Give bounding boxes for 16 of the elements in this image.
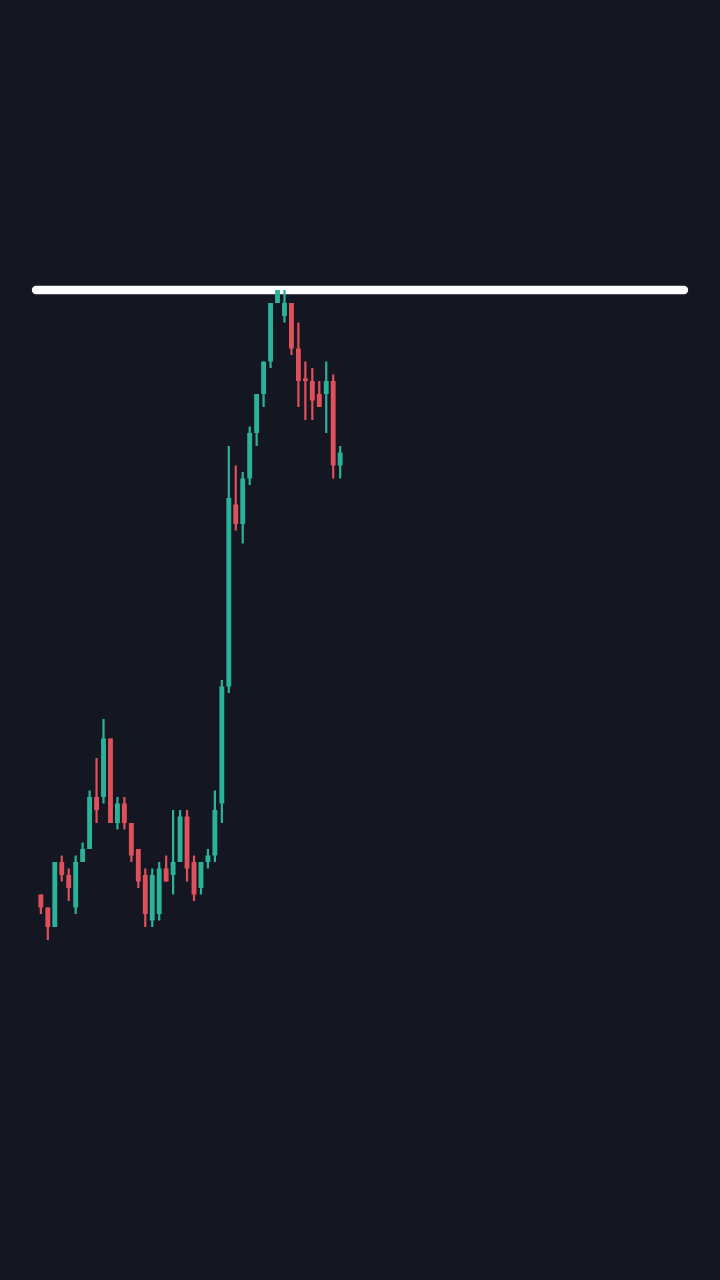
- candlestick: [316, 379, 322, 409]
- candlestick: [94, 756, 99, 825]
- candlestick: [156, 860, 162, 922]
- candlestick: [170, 808, 176, 896]
- candlestick: [45, 906, 51, 940]
- candlestick: [149, 867, 155, 929]
- candlestick: [177, 808, 183, 864]
- candlestick: [233, 464, 239, 532]
- candlestick: [59, 854, 65, 883]
- candlestick: [309, 366, 315, 422]
- candlestick: [163, 854, 169, 883]
- candlestick: [323, 360, 329, 435]
- candlestick: [337, 444, 343, 480]
- candlestick: [282, 290, 287, 324]
- candlestick: [115, 795, 120, 831]
- candlestick: [73, 854, 79, 916]
